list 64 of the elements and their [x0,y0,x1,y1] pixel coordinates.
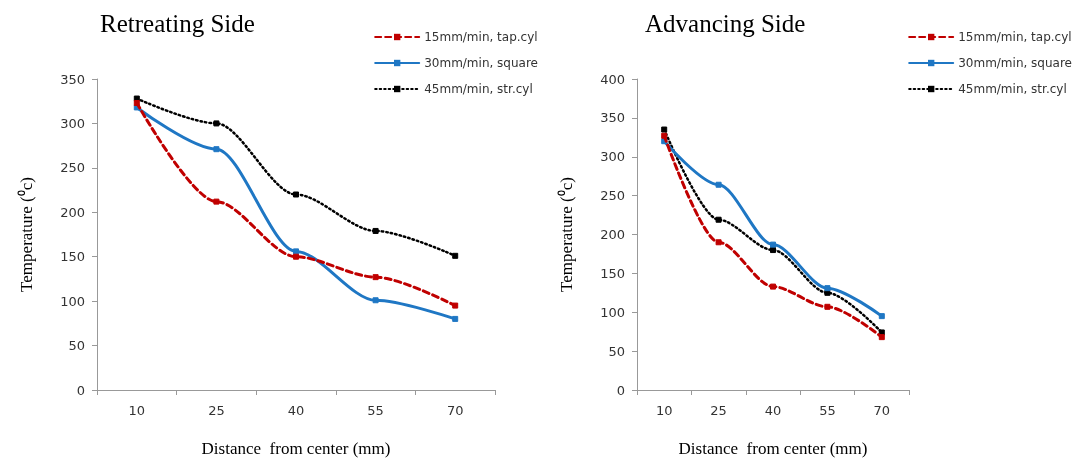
y-tick-label: 100 [600,304,625,320]
y-tick-label: 200 [600,227,625,242]
x-tick-label: 25 [710,403,727,418]
point [824,303,831,310]
x-axis-title: Distance from center (mm) [201,439,391,458]
y-axis-title: Temperature (⁰c) [17,177,36,292]
point [452,315,459,322]
point [213,120,220,127]
point [213,146,220,153]
x-tick-label: 10 [655,403,673,418]
x-tick-label: 70 [446,403,464,418]
point [293,248,299,255]
point [372,274,379,281]
point [824,285,831,292]
point [293,191,299,198]
point [452,252,459,259]
point [770,283,776,290]
x-tick-label: 55 [367,403,384,418]
y-tick-label: 250 [60,160,85,176]
point [293,253,299,260]
point [878,334,885,341]
point [715,181,722,188]
chart-title: Advancing Side [645,10,806,37]
y-tick-label: 300 [600,149,625,165]
legend-label: 15mm/min, tap.cyl [958,30,1072,44]
y-tick-label: 150 [600,265,625,281]
point [715,239,722,246]
y-tick-label: 250 [600,188,625,204]
y-tick-label: 100 [60,293,85,309]
y-tick-label: 0 [616,382,625,398]
point [878,313,885,320]
point [372,227,379,234]
legend-label: 15mm/min, tap.cyl [424,30,538,44]
point [661,126,668,133]
x-tick-label: 40 [287,403,305,418]
x-tick-label: 10 [128,403,146,418]
y-tick-label: 350 [600,110,625,126]
y-tick-label: 150 [60,249,85,265]
legend-label: 30mm/min, square [958,56,1073,70]
chart-title: Retreating Side [100,10,255,37]
y-tick-label: 400 [600,71,625,87]
point [824,289,831,296]
point [452,302,459,309]
legend-label: 45mm/min, str.cyl [958,82,1067,96]
point [715,216,722,223]
point [213,198,220,205]
legend-label: 45mm/min, str.cyl [424,82,533,96]
point [372,297,379,304]
point [661,132,668,139]
y-tick-label: 300 [60,115,85,131]
y-tick-label: 0 [76,382,85,398]
x-tick-label: 25 [208,403,225,418]
y-tick-label: 50 [68,338,85,354]
y-tick-label: 350 [60,71,85,87]
x-tick-label: 70 [873,403,891,418]
x-tick-label: 40 [764,403,782,418]
point [133,99,140,106]
y-axis-title: Temperature (⁰c) [557,177,576,292]
point [770,241,776,248]
x-axis-title: Distance from center (mm) [678,439,868,458]
y-tick-label: 200 [60,204,85,220]
x-tick-label: 55 [819,403,836,418]
legend-label: 30mm/min, square [424,56,539,70]
y-tick-label: 50 [608,343,625,359]
